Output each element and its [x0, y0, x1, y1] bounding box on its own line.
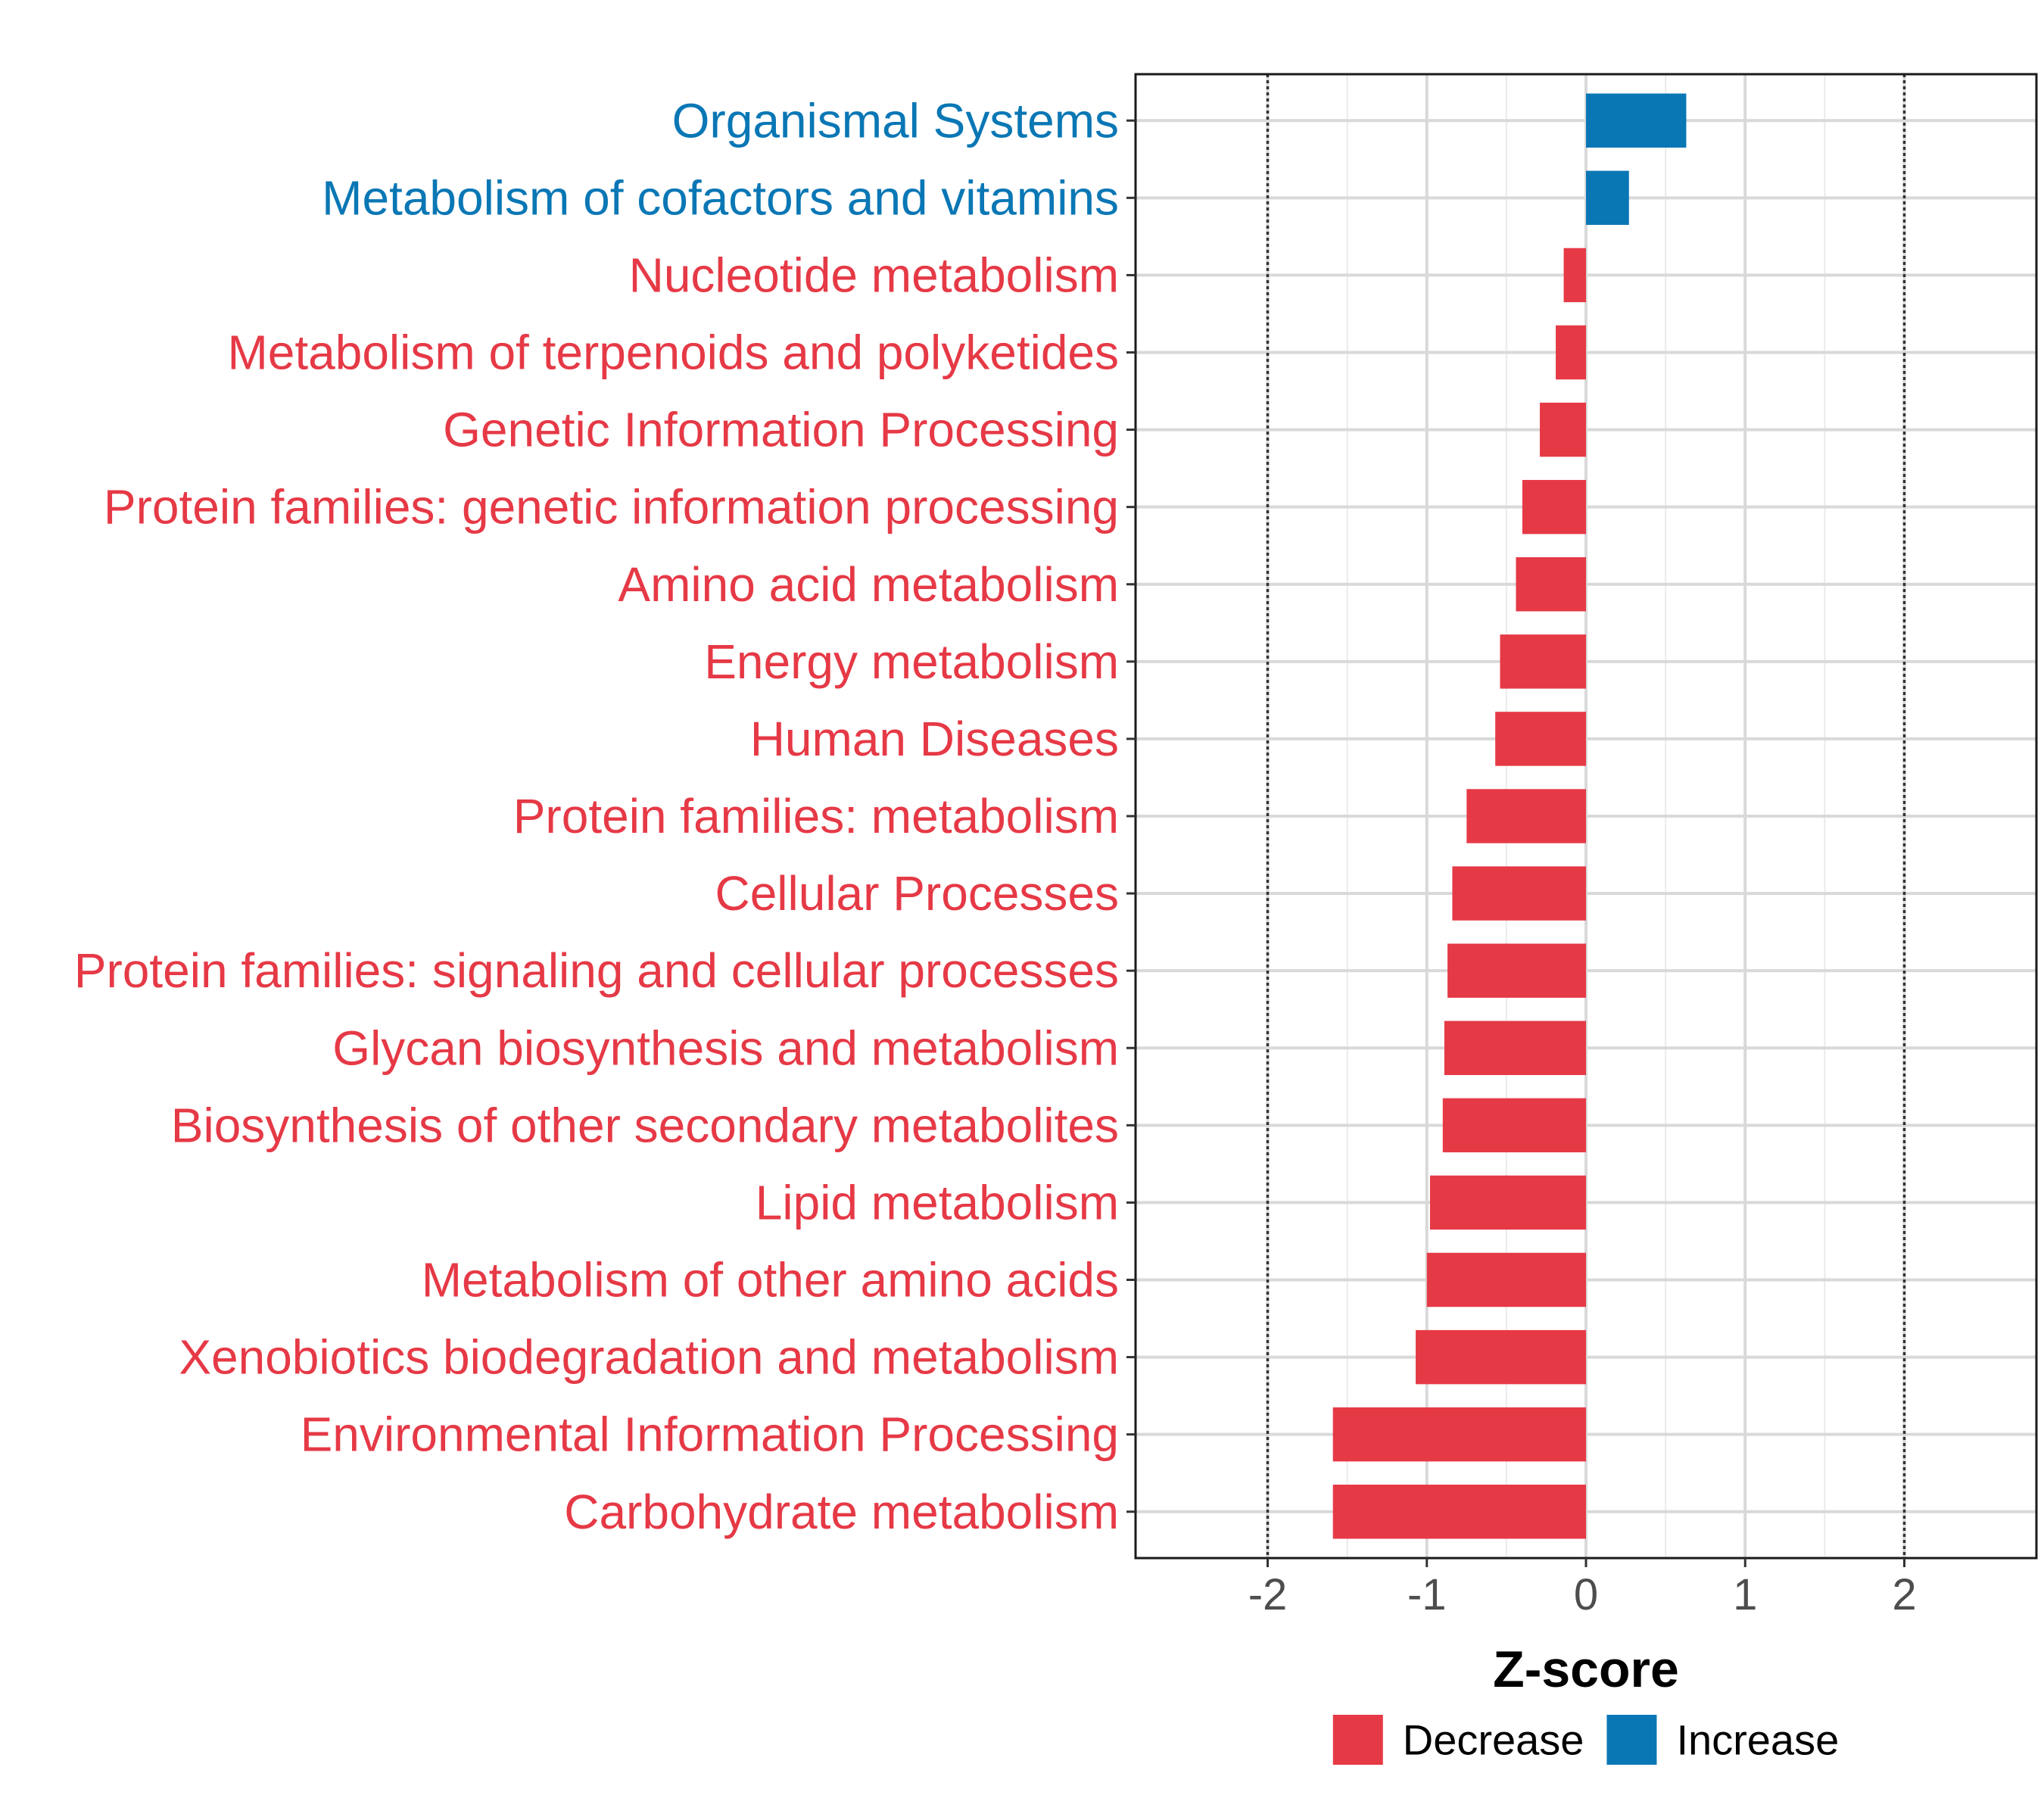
y-axis-ticks	[1126, 119, 1136, 1513]
bar	[1516, 557, 1586, 612]
category-label: Metabolism of terpenoids and polyketides	[227, 326, 1119, 380]
bar	[1466, 789, 1586, 843]
bar	[1416, 1329, 1586, 1385]
x-tick-label: -1	[1407, 1570, 1447, 1619]
category-label: Glycan biosynthesis and metabolism	[332, 1021, 1119, 1075]
category-label: Amino acid metabolism	[618, 557, 1119, 612]
bar	[1586, 170, 1629, 226]
legend-label: Increase	[1676, 1716, 1839, 1764]
category-label: Environmental Information Processing	[301, 1407, 1119, 1462]
category-label: Protein families: signaling and cellular…	[74, 943, 1119, 998]
bar	[1556, 325, 1586, 380]
bar	[1522, 479, 1586, 535]
x-axis-ticks	[1267, 1558, 1905, 1567]
bar	[1444, 1021, 1586, 1075]
legend-key	[1606, 1715, 1657, 1765]
category-label: Cellular Processes	[715, 866, 1119, 921]
category-label: Carbohydrate metabolism	[564, 1485, 1119, 1539]
legend-key	[1332, 1715, 1383, 1765]
legend: Decrease Increase	[1332, 1715, 1839, 1765]
category-label: Biosynthesis of other secondary metaboli…	[171, 1098, 1119, 1152]
x-axis-title: Z-score	[1493, 1641, 1679, 1698]
x-tick-label: 2	[1892, 1570, 1916, 1619]
bar	[1540, 402, 1586, 457]
category-label: Metabolism of cofactors and vitamins	[322, 170, 1119, 225]
category-label: Nucleotide metabolism	[629, 248, 1119, 302]
x-tick-label: -2	[1248, 1570, 1288, 1619]
bar	[1452, 866, 1586, 921]
bar	[1332, 1407, 1586, 1462]
bar	[1442, 1098, 1586, 1153]
category-label: Metabolism of other amino acids	[422, 1253, 1119, 1307]
bar	[1429, 1175, 1586, 1230]
category-label: Energy metabolism	[704, 634, 1119, 689]
bar	[1586, 93, 1687, 148]
y-axis-labels: Organismal Systems Metabolism of cofactor…	[74, 93, 1119, 1539]
category-label: Lipid metabolism	[756, 1175, 1119, 1230]
bar	[1495, 712, 1586, 766]
bar	[1447, 943, 1586, 998]
reference-lines	[1266, 74, 1906, 1558]
x-axis-labels: -2 -1 0 1 2	[1248, 1570, 1917, 1619]
category-label: Organismal Systems	[672, 93, 1119, 148]
category-label: Human Diseases	[750, 712, 1119, 766]
category-label: Genetic Information Processing	[443, 403, 1119, 457]
category-label: Xenobiotics biodegradation and metabolis…	[179, 1330, 1119, 1385]
category-label: Protein families: genetic information pr…	[104, 480, 1119, 535]
legend-label: Decrease	[1403, 1716, 1584, 1764]
bars	[1332, 93, 1687, 1539]
category-label: Protein families: metabolism	[513, 789, 1119, 843]
bar	[1426, 1252, 1586, 1307]
x-tick-label: 1	[1733, 1570, 1757, 1619]
bar	[1563, 248, 1586, 303]
x-tick-label: 0	[1574, 1570, 1598, 1619]
bar	[1500, 634, 1586, 689]
bar	[1332, 1485, 1586, 1539]
